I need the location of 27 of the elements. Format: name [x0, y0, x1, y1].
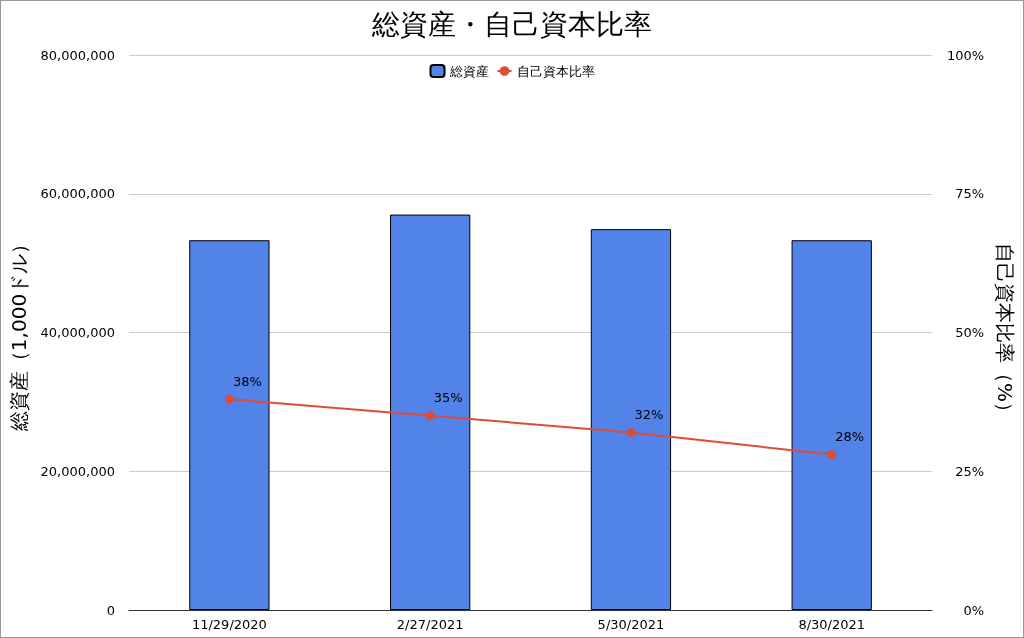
data-label: 32%: [634, 406, 664, 422]
data-label: 35%: [433, 390, 463, 406]
y2-tick-label: 75%: [955, 186, 985, 202]
y-tick-label: 40,000,000: [40, 325, 115, 340]
y-axis-title: 総資産（1,000ドル）: [7, 233, 31, 433]
x-tick-label: 5/30/2021: [597, 617, 665, 632]
x-tick-label: 11/29/2020: [191, 617, 267, 632]
point: [626, 427, 636, 437]
data-label: 38%: [232, 373, 262, 389]
point: [224, 394, 234, 404]
y2-tick-label: 0%: [963, 602, 985, 618]
data-label: 28%: [835, 429, 865, 445]
y2-tick-label: 25%: [955, 463, 985, 479]
y-tick-label: 80,000,000: [40, 47, 115, 63]
legend-label: 総資産: [448, 63, 489, 79]
y-tick-label: 60,000,000: [40, 186, 115, 202]
y2-axis-title: 自己資本比率（%）: [993, 242, 1017, 423]
y2-tick-label: 100%: [946, 47, 985, 63]
legend-label: 自己資本比率: [516, 63, 595, 79]
point: [425, 411, 435, 421]
y2-tick-label: 50%: [955, 325, 985, 340]
chart-title: 総資産・自己資本比率: [371, 7, 652, 41]
y-tick-label: 20,000,000: [40, 463, 115, 479]
x-tick-label: 2/27/2021: [396, 617, 464, 632]
y-tick-label: 0: [106, 602, 115, 618]
x-tick-label: 8/30/2021: [798, 617, 866, 632]
point: [827, 450, 837, 460]
